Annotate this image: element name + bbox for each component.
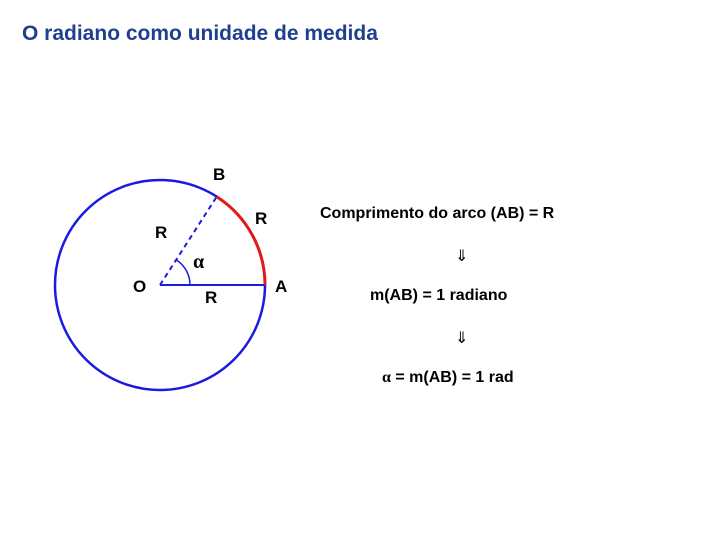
label-R-arc: R [255, 209, 267, 229]
label-O: O [133, 277, 146, 297]
down-arrow-icon: ⇓ [455, 246, 468, 266]
alpha-equals-statement: α = m(AB) = 1 rad [382, 369, 514, 387]
alpha-symbol: α [382, 369, 391, 386]
label-A: A [275, 277, 287, 297]
label-B: B [213, 165, 225, 185]
down-arrow-icon: ⇓ [455, 328, 468, 348]
label-R-radius: R [205, 288, 217, 308]
label-alpha: α [193, 251, 204, 274]
page-title: O radiano como unidade de medida [22, 22, 378, 46]
label-R-dashed: R [155, 223, 167, 243]
alpha-rest-text: = m(AB) = 1 rad [391, 369, 514, 386]
arc-length-statement: Comprimento do arco (AB) = R [320, 205, 554, 223]
radian-diagram: O A B R R R α [45, 155, 295, 400]
diagram-svg [45, 155, 295, 395]
measure-radian-statement: m(AB) = 1 radiano [370, 287, 507, 305]
